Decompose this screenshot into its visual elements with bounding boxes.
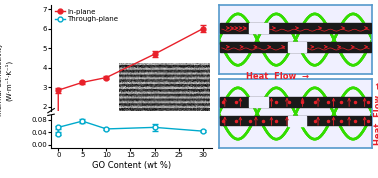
Legend: In-plane, Through-plane: In-plane, Through-plane <box>54 9 118 22</box>
Text: Thermal Conductivity
(W·m⁻¹·K⁻¹): Thermal Conductivity (W·m⁻¹·K⁻¹) <box>0 43 12 118</box>
Text: Heat  Flow  →: Heat Flow → <box>246 72 309 81</box>
Text: Heat  Flow  →: Heat Flow → <box>374 82 378 145</box>
Bar <box>249 97 268 107</box>
Bar <box>288 42 306 52</box>
Bar <box>220 97 371 107</box>
Bar <box>220 116 371 125</box>
Bar <box>249 23 268 33</box>
Bar <box>220 42 371 52</box>
X-axis label: GO Content (wt %): GO Content (wt %) <box>92 161 171 170</box>
Bar <box>220 23 371 33</box>
Bar <box>288 116 306 126</box>
